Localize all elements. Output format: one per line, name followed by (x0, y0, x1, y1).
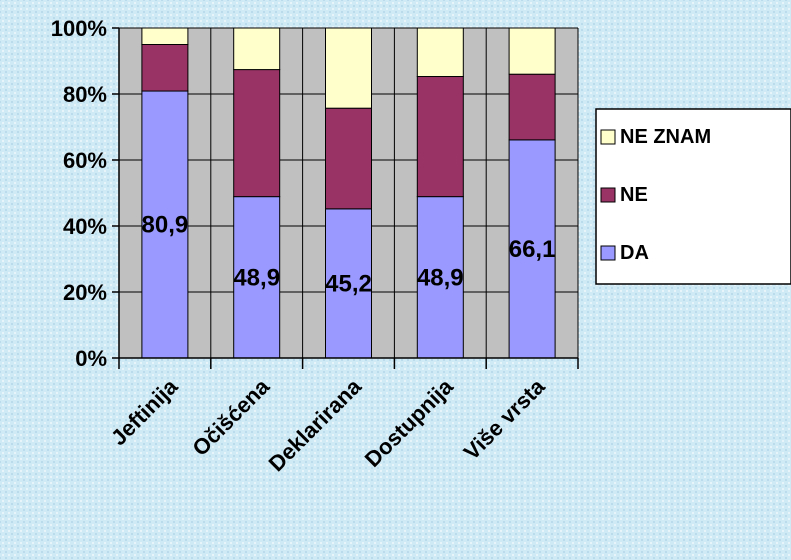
y-tick-label: 100% (51, 16, 107, 41)
bar-segment-ne-znam (508, 27, 556, 75)
bar-segment-ne-znam (416, 27, 464, 78)
bar-segment-da (416, 196, 464, 359)
bar-segment-da (325, 208, 372, 359)
y-tick-label: 0% (75, 346, 107, 371)
legend: NE ZNAM NE DA (595, 108, 791, 285)
bar-segment-da (141, 90, 189, 359)
y-axis-tick-labels: 0% 20% 40% 60% 80% 100% (51, 16, 107, 371)
legend-label: NE ZNAM (620, 126, 711, 148)
legend-swatch (600, 129, 616, 145)
x-category-label: Dostupnija (360, 373, 459, 472)
data-label: 48,9 (233, 264, 280, 291)
y-tick-label: 60% (63, 148, 107, 173)
data-label: 66,1 (509, 236, 556, 263)
bar-segment-ne (508, 73, 556, 141)
legend-swatch (600, 245, 616, 261)
bar-segment-ne (233, 69, 281, 198)
bar-segment-ne-znam (325, 27, 372, 109)
y-tick-label: 40% (63, 214, 107, 239)
legend-box (595, 108, 791, 285)
data-label: 48,9 (417, 264, 464, 291)
x-category-label: Deklarirana (264, 373, 367, 476)
bar-segment-ne (141, 44, 189, 92)
x-category-label: Više vrsta (459, 373, 550, 464)
y-tick-label: 20% (63, 280, 107, 305)
legend-label: NE (620, 184, 648, 206)
legend-label: DA (620, 242, 649, 264)
data-label: 80,9 (142, 212, 189, 239)
legend-swatch (600, 187, 616, 203)
data-labels: 80,9 48,9 45,2 48,9 66,1 (142, 212, 556, 298)
bar-segment-ne (416, 76, 464, 198)
y-tick-label: 80% (63, 82, 107, 107)
bar-segment-ne (325, 107, 372, 210)
x-category-label: Jeftinija (106, 373, 183, 450)
bar-segment-da (508, 139, 556, 359)
x-category-label: Očišćena (187, 373, 274, 460)
axes (112, 27, 579, 369)
data-label: 45,2 (325, 270, 372, 297)
bar-segment-ne-znam (233, 27, 281, 71)
bars (141, 27, 556, 359)
bar-segment-ne-znam (141, 27, 189, 45)
